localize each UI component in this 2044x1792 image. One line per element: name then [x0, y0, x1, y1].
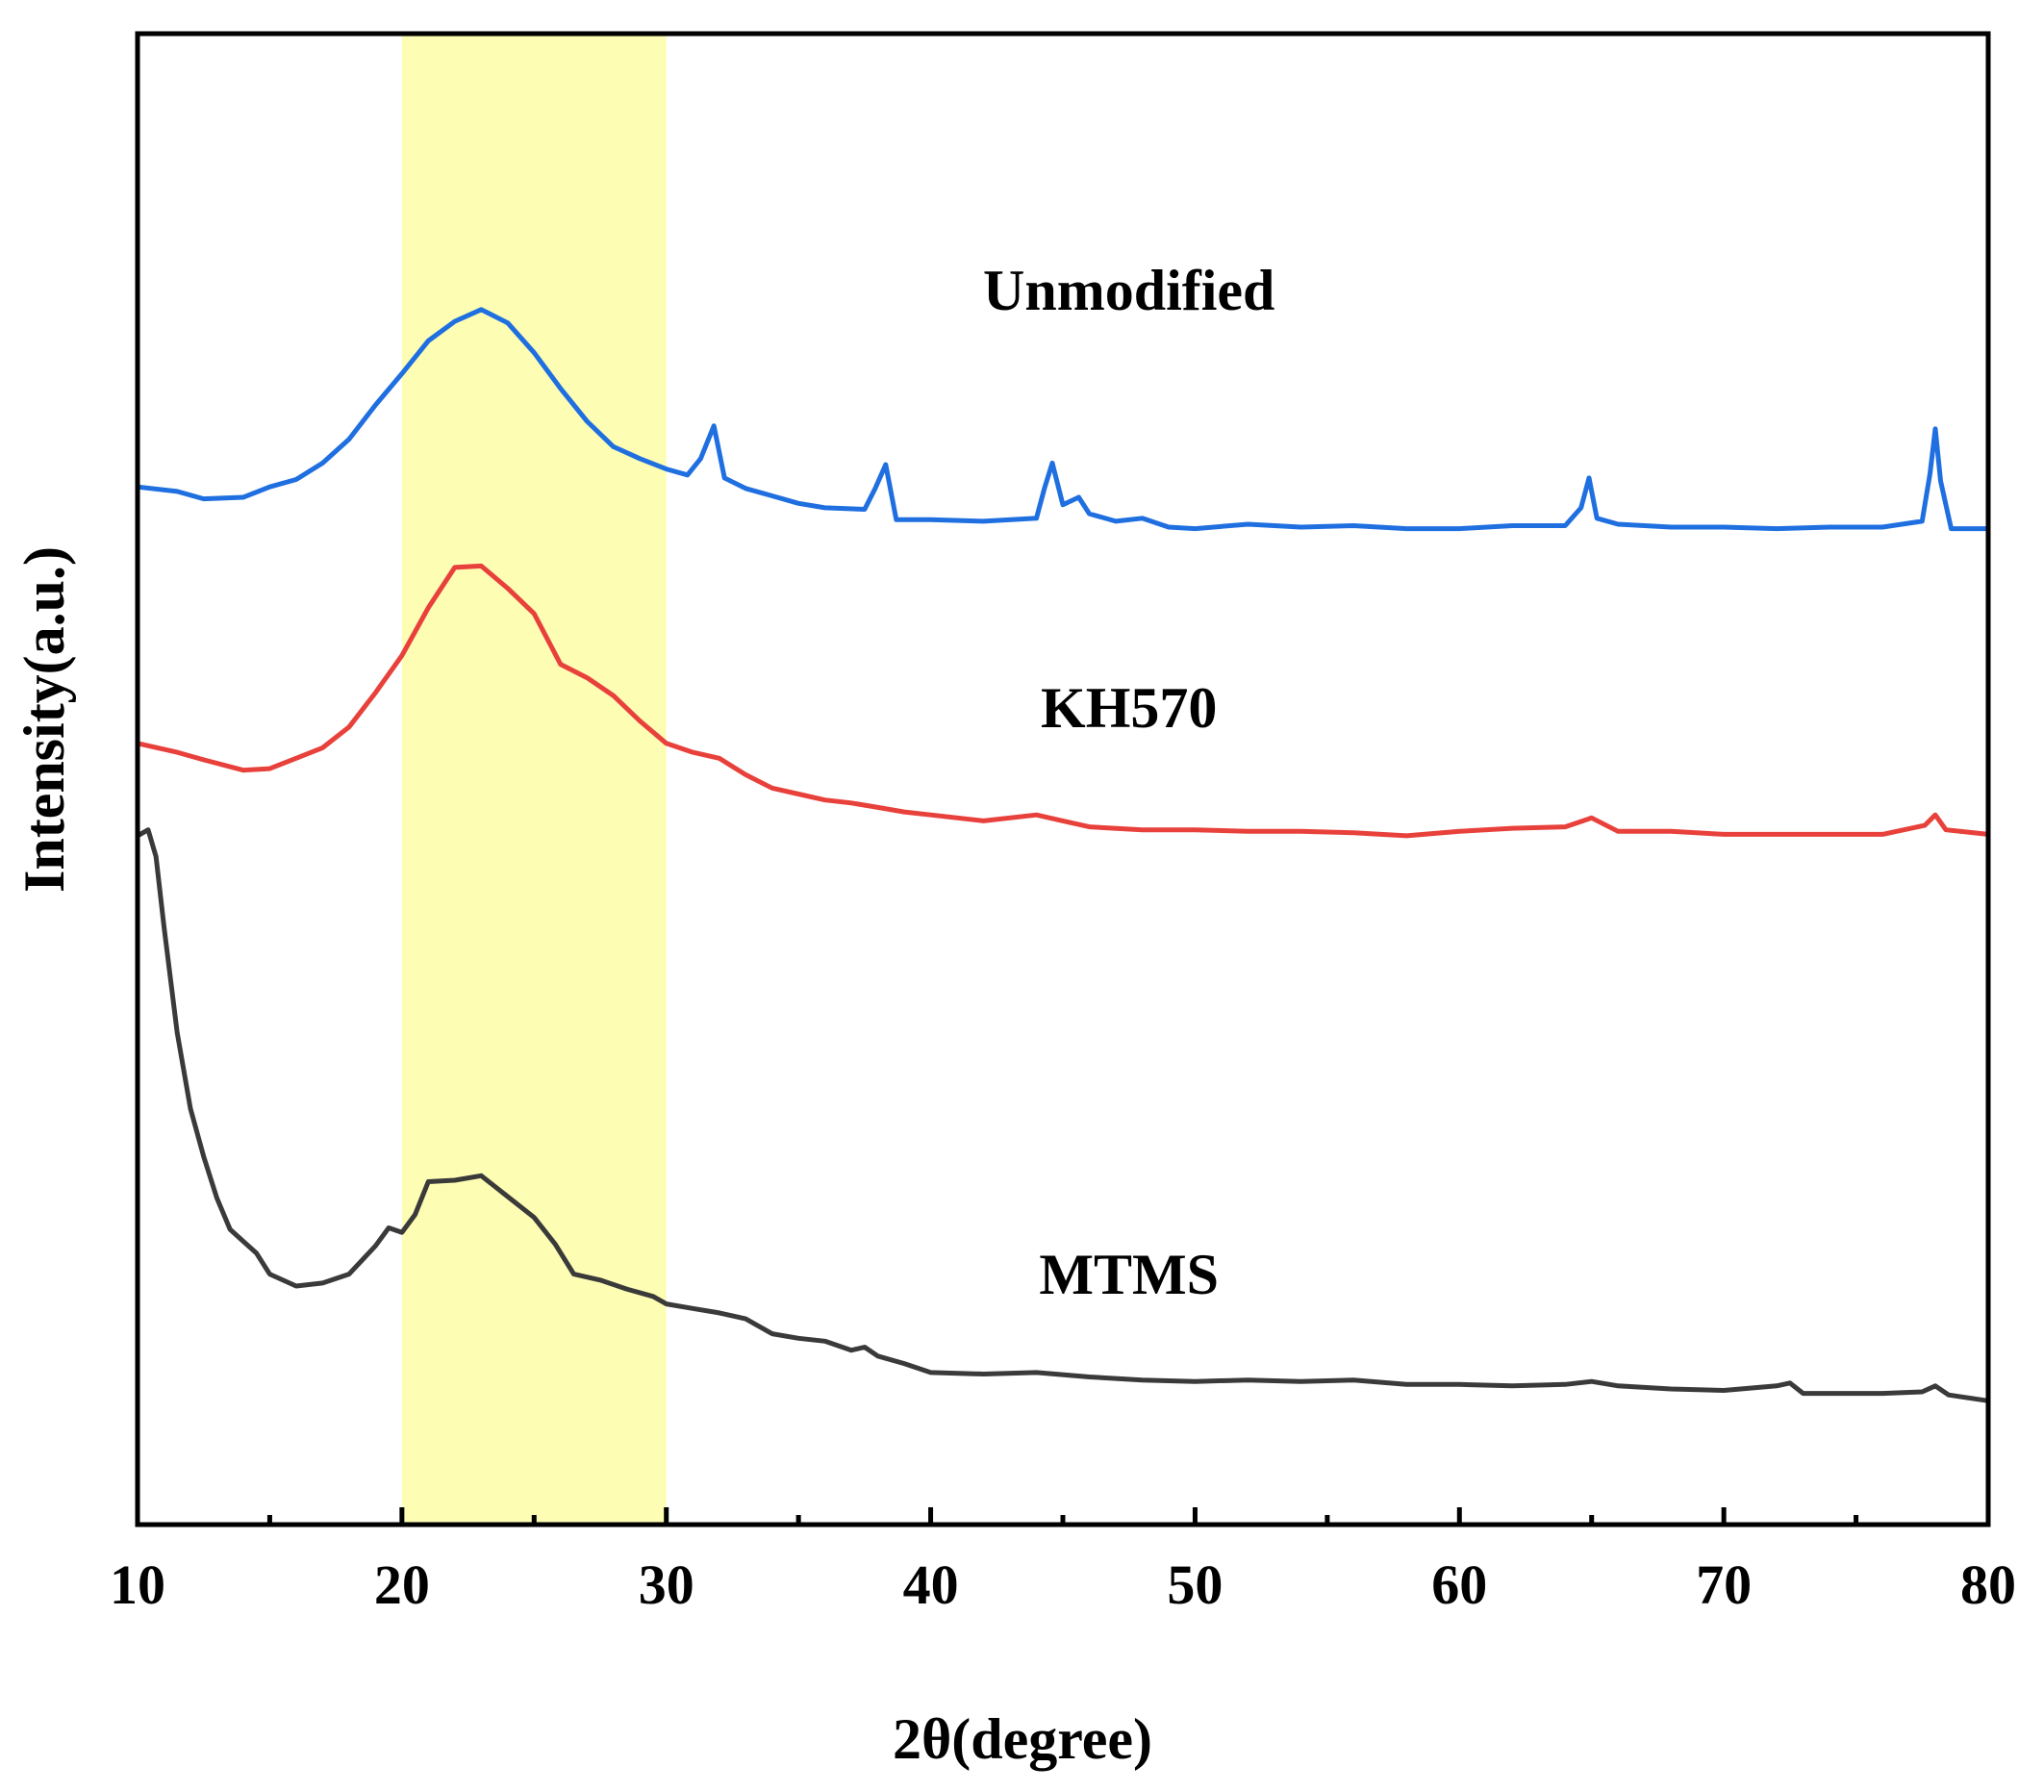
highlight-band — [401, 34, 667, 1525]
series-line-unmodified — [137, 307, 1988, 532]
x-tick-label: 10 — [110, 1553, 165, 1616]
series-label-mtms: MTMS — [1039, 1243, 1219, 1306]
series-label-unmodified: Unmodified — [983, 259, 1274, 322]
series-layer — [136, 307, 1989, 1403]
x-tick-label: 40 — [903, 1553, 959, 1616]
x-tick-label: 30 — [639, 1553, 694, 1616]
x-tick-label: 20 — [374, 1553, 430, 1616]
series-line-mtms — [136, 827, 1989, 1403]
x-axis-title: 2θ(degree) — [893, 1707, 1152, 1771]
x-tick-label: 80 — [1960, 1553, 2016, 1616]
y-axis-title: Intensity(a.u.) — [13, 546, 76, 893]
x-tick-label: 50 — [1167, 1553, 1223, 1616]
series-line-kh570 — [137, 563, 1989, 839]
series-label-kh570: KH570 — [1041, 676, 1217, 740]
x-tick-label: 60 — [1431, 1553, 1487, 1616]
x-axis-ticks: 10 20 30 40 50 60 70 80 — [110, 1507, 2016, 1616]
x-tick-label: 70 — [1696, 1553, 1752, 1616]
